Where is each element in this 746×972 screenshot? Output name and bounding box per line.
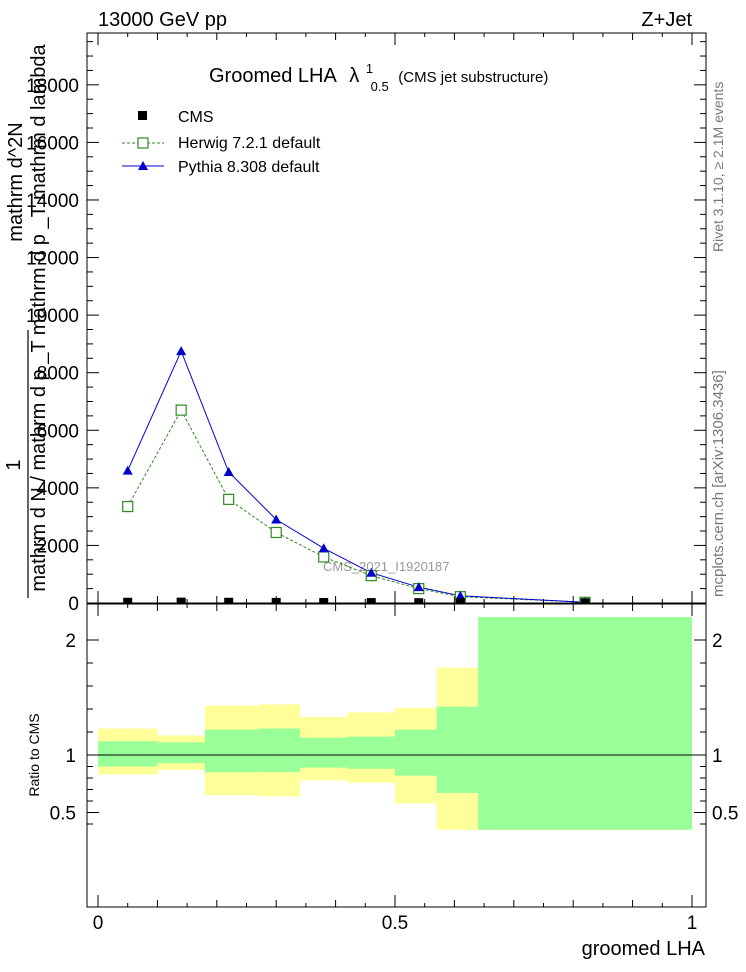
plot-title-main: Groomed LHA [209, 65, 337, 87]
legend: CMS Herwig 7.2.1 default Pythia 8.308 de… [122, 109, 321, 176]
herwig-point [223, 493, 235, 505]
ratio-y-tick-label-left: 2 [65, 631, 76, 652]
ratio-y-tick-label-left: 1 [65, 746, 76, 767]
ratio-inner-uncertainty-band [98, 741, 158, 767]
main-y-tick-label: 6000 [37, 421, 79, 442]
legend-herwig-marker [137, 137, 149, 149]
main-series [122, 346, 591, 603]
ratio-inner-uncertainty-band [258, 728, 300, 773]
ratio-inner-uncertainty-band [157, 742, 205, 764]
pythia-point [176, 346, 187, 356]
main-y-label-denominator: mathrm d N / mathrm d p _T mathrm d p _T… [28, 44, 50, 592]
analysis-watermark: CMS_2021_I1920187 [323, 559, 450, 574]
herwig-point [122, 500, 134, 513]
main-y-label-numerator: 1 [3, 459, 25, 470]
herwig-point [175, 404, 187, 416]
ratio-inner-uncertainty-band [204, 729, 259, 773]
ratio-inner-uncertainty-band [299, 737, 348, 768]
legend-cms-marker [138, 111, 147, 120]
pythia-point [122, 465, 133, 475]
pythia-point [366, 567, 377, 577]
cms-point [580, 598, 590, 603]
herwig-point [270, 526, 282, 539]
cms-point [224, 597, 234, 603]
ratio-inner-uncertainty-band [395, 729, 437, 776]
plot-title-lambda: λ [349, 65, 359, 87]
pythia-series-line [127, 349, 586, 603]
herwig-point [318, 551, 330, 563]
main-y-tick-label: 8000 [37, 364, 79, 385]
cms-point [366, 598, 376, 603]
ratio-x-tick-labels: 0 0.5 1 [93, 913, 698, 934]
cms-point [455, 598, 465, 603]
axis-ticks [87, 33, 706, 907]
main-y-tick-label: 4000 [37, 479, 79, 500]
cms-point [123, 597, 133, 603]
ratio-y-tick-labels: 0.5 0.5 1 1 2 2 [50, 631, 739, 825]
header-process: Z+Jet [641, 9, 692, 31]
cms-point [319, 597, 329, 603]
main-y-tick-label: 10000 [26, 306, 79, 327]
plot-title-sup: 1 [366, 61, 373, 76]
main-y-label-top: mathrm d^2N [5, 122, 27, 241]
legend-herwig-label: Herwig 7.2.1 default [178, 135, 321, 152]
pythia-point [318, 543, 329, 553]
ratio-inner-uncertainty-band [478, 617, 692, 830]
ratio-x-tick-label: 1 [687, 913, 698, 934]
mcplots-info: mcplots.cern.ch [arXiv:1306.3436] [710, 370, 727, 597]
x-axis-label: groomed LHA [582, 938, 706, 960]
cms-point [414, 598, 424, 603]
cms-point [176, 597, 186, 603]
main-y-tick-label: 0 [68, 594, 79, 615]
legend-pythia-marker [138, 161, 148, 170]
plot-title: Groomed LHA λ 1 0.5 (CMS jet substructur… [209, 56, 548, 96]
main-y-tick-label: 18000 [26, 76, 79, 97]
ratio-x-tick-label: 0 [93, 913, 104, 934]
ratio-y-label: Ratio to CMS [26, 713, 42, 796]
ratio-bands [98, 617, 692, 830]
pythia-point [271, 514, 282, 524]
main-y-tick-label: 14000 [26, 191, 79, 212]
ratio-inner-uncertainty-band [347, 736, 395, 769]
legend-pythia-label: Pythia 8.308 default [178, 159, 320, 176]
ratio-y-tick-label-left: 0.5 [50, 804, 76, 825]
rivet-info: Rivet 3.1.10, ≥ 2.1M events [710, 82, 726, 252]
ratio-y-tick-label-right: 0.5 [712, 804, 738, 825]
pythia-point [223, 467, 234, 477]
main-y-tick-labels: 0 2000 4000 6000 8000 10000 12000 14000 16000 180… [26, 76, 79, 615]
header-energy: 13000 GeV pp [98, 9, 227, 31]
plot-title-note: (CMS jet substructure) [398, 69, 548, 86]
main-y-tick-label: 12000 [26, 249, 79, 270]
main-plot-frame [86, 32, 707, 604]
ratio-y-tick-label-right: 1 [712, 746, 723, 767]
legend-cms-label: CMS [178, 109, 214, 126]
ratio-x-tick-label: 0.5 [382, 913, 408, 934]
pythia-point [413, 582, 424, 592]
plot-title-sub: 0.5 [371, 79, 389, 94]
cms-point [271, 597, 281, 603]
pythia-point [455, 590, 466, 600]
ratio-y-tick-label-right: 2 [712, 631, 723, 652]
ratio-inner-uncertainty-band [436, 706, 479, 793]
main-y-tick-label: 16000 [26, 133, 79, 154]
main-y-tick-label: 2000 [37, 536, 79, 557]
